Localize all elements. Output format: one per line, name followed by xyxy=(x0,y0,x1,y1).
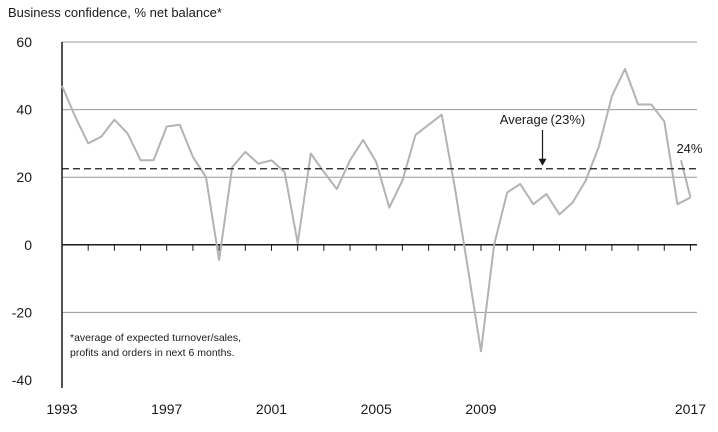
series-line-end xyxy=(680,160,692,198)
y-tick-label: 20 xyxy=(16,169,32,185)
x-tick-label: 1997 xyxy=(151,401,182,417)
average-arrow-head xyxy=(538,158,547,166)
y-tick-label: -40 xyxy=(12,372,32,388)
footnote-line: *average of expected turnover/sales, xyxy=(70,332,241,344)
x-tick-label: 2009 xyxy=(465,401,496,417)
gridlines xyxy=(62,41,697,313)
axes xyxy=(61,42,697,388)
y-tick-label: 60 xyxy=(16,34,32,50)
y-tick-label: 40 xyxy=(16,102,32,118)
series-line xyxy=(61,68,691,353)
chart-title: Business confidence, % net balance* xyxy=(8,5,222,20)
y-tick-label: -20 xyxy=(12,304,32,320)
footnote: *average of expected turnover/sales, prof… xyxy=(70,332,241,359)
footnote-line: profits and orders in next 6 months. xyxy=(70,347,235,359)
x-tick-label: 2005 xyxy=(361,401,392,417)
x-axis-ticks: 1993 1997 2001 2005 2009 2017 xyxy=(46,244,706,417)
y-tick-label: 0 xyxy=(24,237,32,253)
x-tick-label: 1993 xyxy=(46,401,77,417)
series-group xyxy=(61,68,692,353)
average-label: Average (23%) xyxy=(500,112,585,127)
end-value-label: 24% xyxy=(676,141,702,156)
x-tick-label: 2001 xyxy=(256,401,287,417)
y-tick-labels: 60 40 20 0 -20 -40 xyxy=(12,34,32,388)
x-tick-label: 2017 xyxy=(675,401,706,417)
average-annotation: Average (23%) xyxy=(62,112,697,170)
